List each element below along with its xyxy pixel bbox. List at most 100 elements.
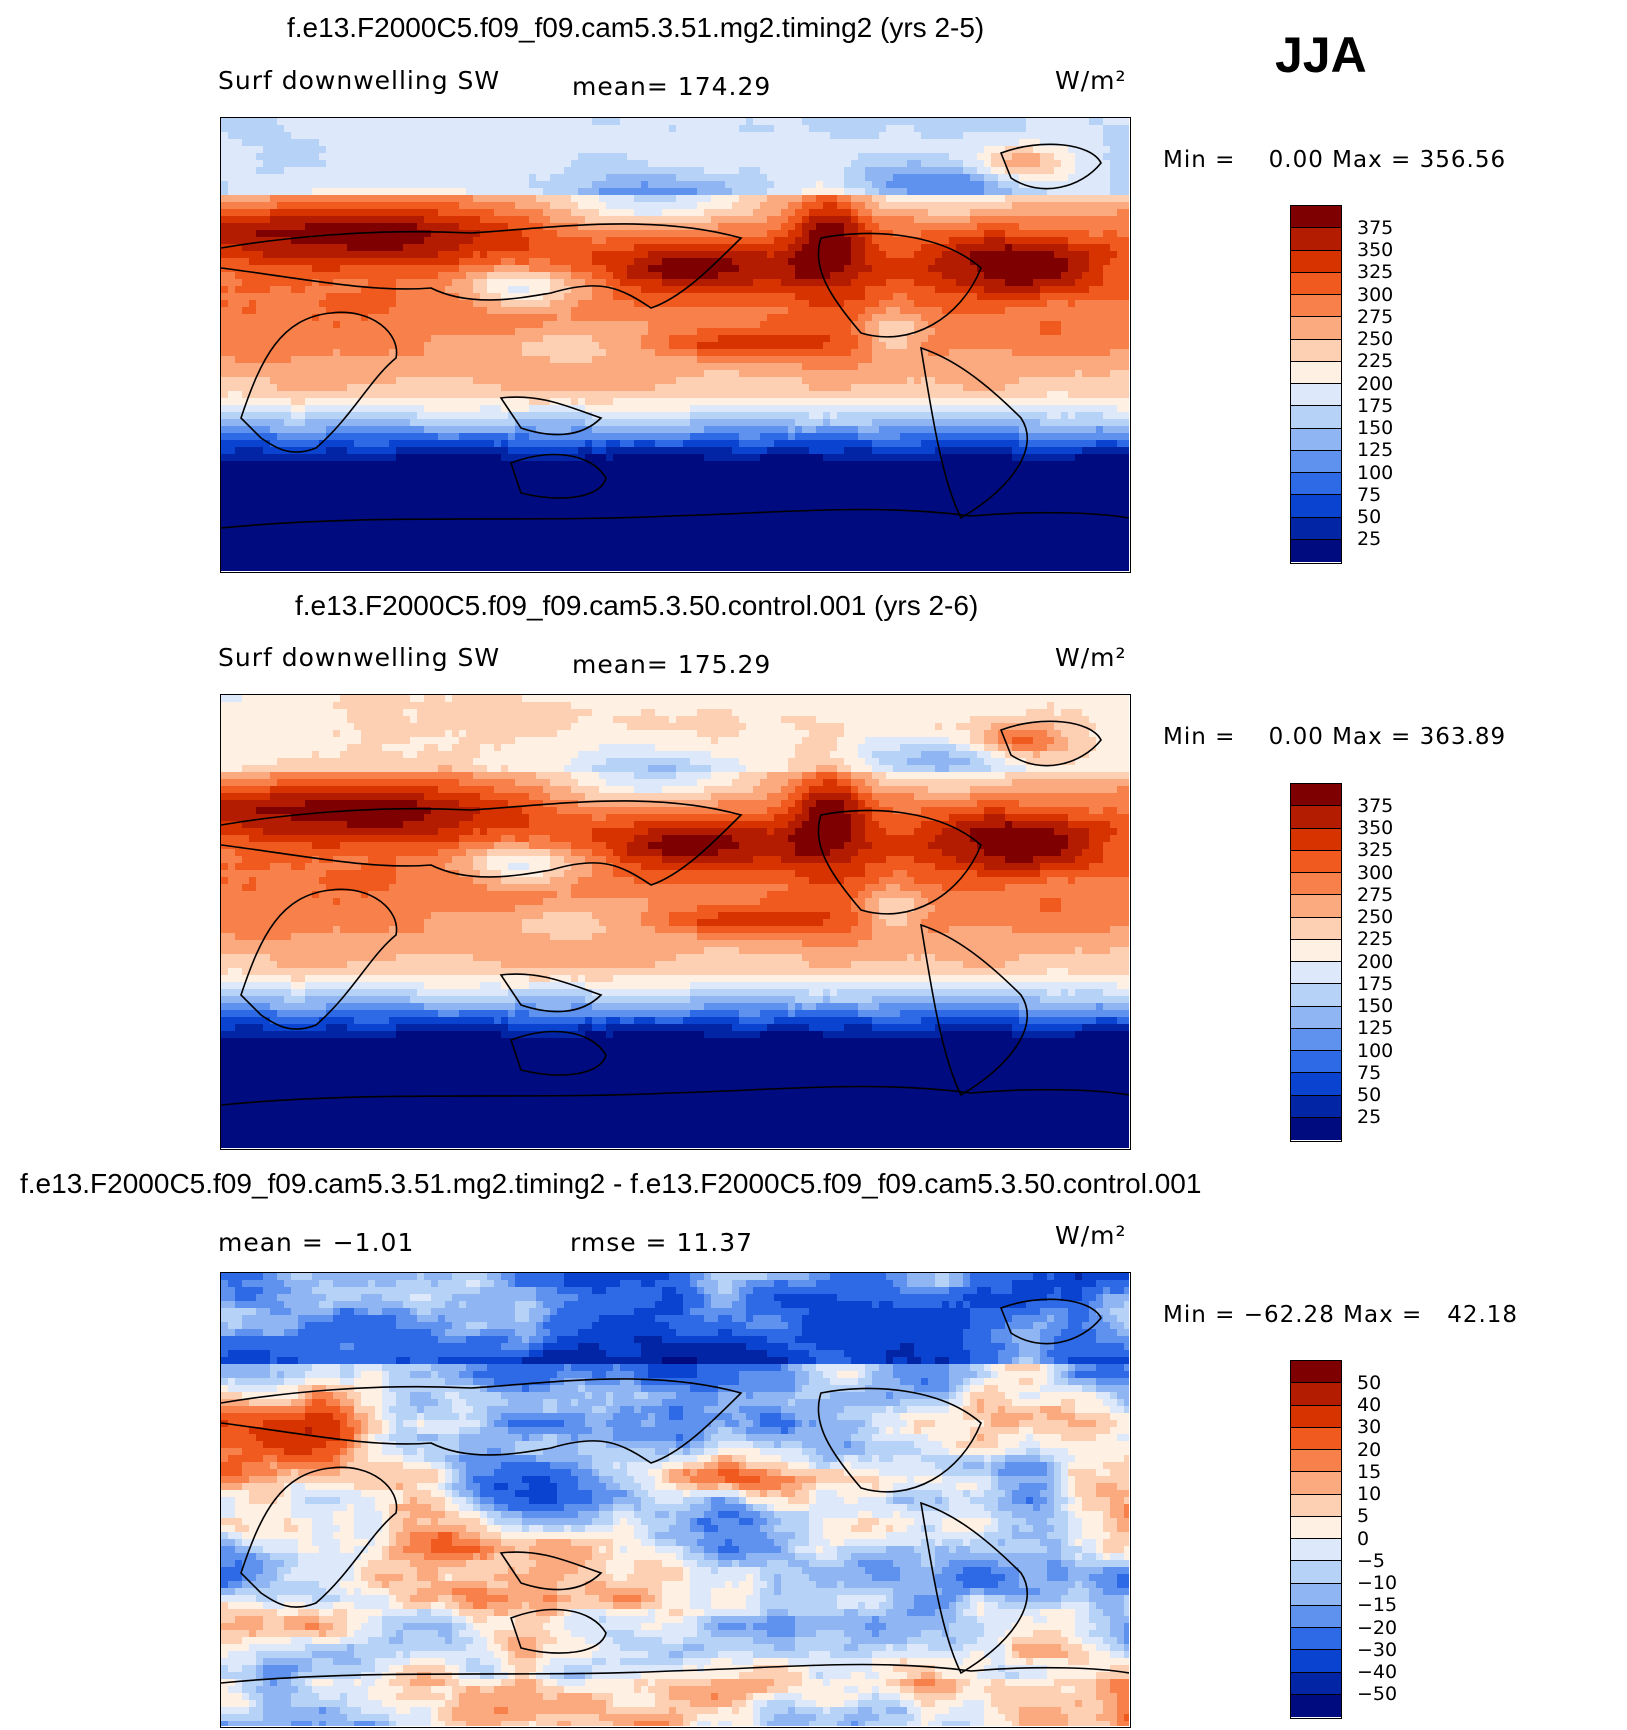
- season-label: JJA: [1275, 26, 1367, 84]
- colorbar-swatch: [1291, 962, 1341, 985]
- colorbar-swatch: [1291, 1405, 1341, 1428]
- coastline: [499, 973, 603, 1013]
- colorbar-tick-label: 125: [1357, 1017, 1393, 1039]
- coastline: [221, 1663, 1129, 1684]
- colorbar-tick-label: 300: [1357, 862, 1393, 884]
- colorbar-swatch: [1291, 1095, 1341, 1118]
- coastline: [817, 1387, 982, 1493]
- coastline: [817, 232, 982, 338]
- colorbar-tick-label: 150: [1357, 995, 1393, 1017]
- colorbar-swatch: [1291, 1650, 1341, 1673]
- panel3-minmax: Min = −62.28 Max = 42.18: [1163, 1302, 1518, 1328]
- colorbar-swatch: [1291, 1383, 1341, 1406]
- panel2-units: W/m²: [1055, 643, 1127, 672]
- colorbar-swatch: [1291, 406, 1341, 429]
- colorbar-swatch: [1291, 495, 1341, 518]
- coastline: [499, 396, 603, 436]
- coastline: [999, 720, 1102, 767]
- colorbar-tick-label: 350: [1357, 239, 1393, 261]
- panel1-mean: mean= 174.29: [572, 72, 771, 101]
- panel1-title: f.e13.F2000C5.f09_f09.cam5.3.51.mg2.timi…: [287, 12, 984, 44]
- colorbar-swatch: [1291, 917, 1341, 940]
- coastline: [240, 1466, 398, 1608]
- colorbar-swatch: [1291, 1583, 1341, 1606]
- panel2-variable: Surf downwelling SW: [218, 643, 500, 672]
- colorbar-swatch: [1291, 295, 1341, 318]
- colorbar-tick-label: −20: [1357, 1617, 1397, 1639]
- colorbar-swatch: [1291, 1450, 1341, 1473]
- colorbar-swatch: [1291, 428, 1341, 451]
- colorbar-swatch: [1291, 784, 1341, 807]
- coastline: [509, 1608, 607, 1654]
- colorbar-swatch: [1291, 1028, 1341, 1051]
- colorbar-swatch: [1291, 206, 1341, 229]
- colorbar-swatch: [1291, 895, 1341, 918]
- panel2-minmax: Min = 0.00 Max = 363.89: [1163, 724, 1506, 750]
- colorbar-tick-label: 375: [1357, 795, 1393, 817]
- colorbar-tick-label: 275: [1357, 306, 1393, 328]
- colorbar-swatch: [1291, 450, 1341, 473]
- colorbar-tick-label: 200: [1357, 951, 1393, 973]
- colorbar-tick-label: 25: [1357, 1106, 1381, 1128]
- coastline: [221, 800, 743, 886]
- colorbar-swatch: [1291, 1694, 1341, 1717]
- coastline: [999, 1298, 1102, 1345]
- colorbar-swatch: [1291, 850, 1341, 873]
- colorbar-tick-label: 20: [1357, 1439, 1381, 1461]
- panel1-units: W/m²: [1055, 66, 1127, 95]
- panel3-colorbar: [1290, 1360, 1342, 1719]
- colorbar-tick-label: 200: [1357, 373, 1393, 395]
- colorbar-tick-label: −5: [1357, 1550, 1385, 1572]
- panel1-field: [221, 118, 1129, 571]
- colorbar-swatch: [1291, 1628, 1341, 1651]
- colorbar-swatch: [1291, 1605, 1341, 1628]
- colorbar-tick-label: 10: [1357, 1483, 1381, 1505]
- colorbar-swatch: [1291, 1672, 1341, 1695]
- colorbar-tick-label: 325: [1357, 839, 1393, 861]
- panel2-mean: mean= 175.29: [572, 650, 771, 679]
- coastline: [509, 453, 607, 499]
- colorbar-tick-label: 275: [1357, 884, 1393, 906]
- colorbar-swatch: [1291, 228, 1341, 251]
- colorbar-swatch: [1291, 384, 1341, 407]
- colorbar-tick-label: 225: [1357, 928, 1393, 950]
- colorbar-swatch: [1291, 1073, 1341, 1096]
- panel3-rmse: rmse = 11.37: [570, 1228, 753, 1257]
- panel1-minmax: Min = 0.00 Max = 356.56: [1163, 147, 1506, 173]
- colorbar-tick-label: 0: [1357, 1528, 1369, 1550]
- colorbar-swatch: [1291, 1516, 1341, 1539]
- coastline: [240, 311, 398, 453]
- colorbar-swatch: [1291, 1494, 1341, 1517]
- colorbar-tick-label: 375: [1357, 217, 1393, 239]
- colorbar-tick-label: −30: [1357, 1639, 1397, 1661]
- panel2-field: [221, 695, 1129, 1148]
- coastline: [221, 1085, 1129, 1106]
- coastline: [240, 888, 398, 1030]
- colorbar-tick-label: 125: [1357, 439, 1393, 461]
- coastline: [919, 923, 1029, 1097]
- coastline: [919, 346, 1029, 520]
- panel1-variable: Surf downwelling SW: [218, 66, 500, 95]
- panel3-map: [220, 1272, 1131, 1728]
- colorbar-swatch: [1291, 317, 1341, 340]
- colorbar-swatch: [1291, 473, 1341, 496]
- panel2-title: f.e13.F2000C5.f09_f09.cam5.3.50.control.…: [295, 590, 978, 622]
- colorbar-swatch: [1291, 1472, 1341, 1495]
- coastline: [221, 1378, 743, 1464]
- panel1-colorbar: [1290, 205, 1342, 564]
- colorbar-tick-label: −50: [1357, 1683, 1397, 1705]
- coastline: [509, 1030, 607, 1076]
- panel3-title: f.e13.F2000C5.f09_f09.cam5.3.51.mg2.timi…: [20, 1168, 1201, 1200]
- coastline: [221, 508, 1129, 529]
- colorbar-swatch: [1291, 939, 1341, 962]
- coastline: [499, 1551, 603, 1591]
- panel3-units: W/m²: [1055, 1221, 1127, 1250]
- panel2-colorbar: [1290, 783, 1342, 1142]
- colorbar-swatch: [1291, 806, 1341, 829]
- coastline: [221, 223, 743, 309]
- colorbar-tick-label: 75: [1357, 1062, 1381, 1084]
- colorbar-tick-label: 15: [1357, 1461, 1381, 1483]
- colorbar-swatch: [1291, 1427, 1341, 1450]
- colorbar-swatch: [1291, 272, 1341, 295]
- colorbar-tick-label: 50: [1357, 1084, 1381, 1106]
